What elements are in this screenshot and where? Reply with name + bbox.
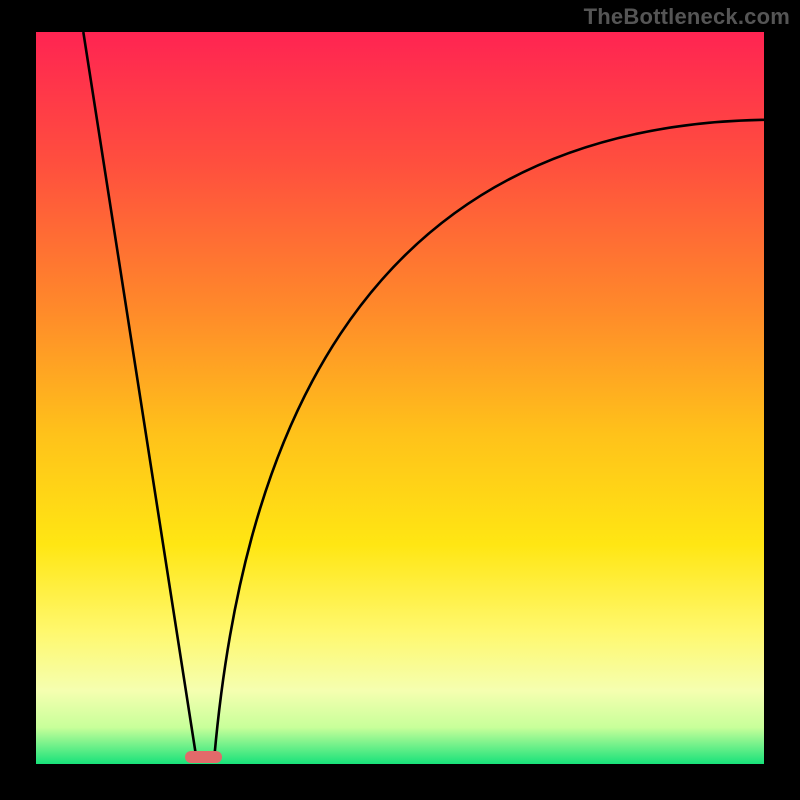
curve-path — [83, 32, 764, 757]
bottleneck-curve — [36, 32, 764, 764]
plot-area — [36, 32, 764, 764]
watermark-text: TheBottleneck.com — [584, 4, 790, 30]
optimal-point-marker — [185, 751, 221, 763]
chart-container: TheBottleneck.com — [0, 0, 800, 800]
